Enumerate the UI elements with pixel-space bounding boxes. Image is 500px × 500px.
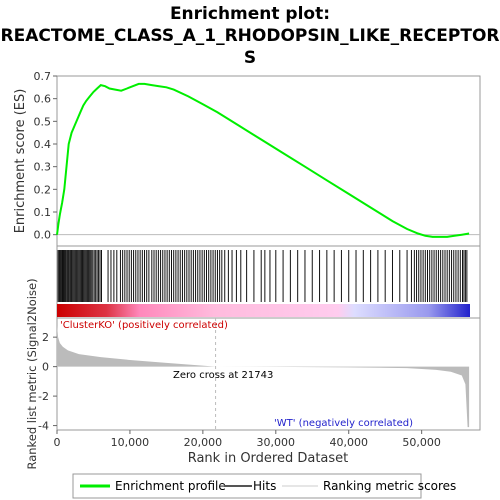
es-y-tick-label: 0.5 xyxy=(34,115,52,128)
es-y-tick-label: 0.6 xyxy=(34,93,52,106)
zero-cross-label: Zero cross at 21743 xyxy=(173,370,273,381)
legend-metric-label: Ranking metric scores xyxy=(323,479,456,493)
legend-enrichment-label: Enrichment profile xyxy=(115,479,226,493)
x-tick-label: 30,000 xyxy=(257,436,296,449)
es-panel-frame xyxy=(56,75,481,247)
metric-y-tick-label: 2 xyxy=(42,331,49,344)
es-y-tick-label: 0.3 xyxy=(34,161,52,174)
es-y-tick-label: 0.0 xyxy=(34,229,52,242)
metric-y-ticks: -4 -2 0 2 xyxy=(38,331,57,433)
hits-ticks xyxy=(57,250,468,302)
legend: Enrichment profile Hits Ranking metric sco… xyxy=(80,479,456,493)
es-y-tick-label: 0.2 xyxy=(34,183,52,196)
x-tick-label: 0 xyxy=(54,436,61,449)
legend-hits-label: Hits xyxy=(253,479,276,493)
x-axis-ticks: 0 10,000 20,000 30,000 40,000 50,000 xyxy=(54,430,441,449)
es-y-ticks: 0.0 0.1 0.2 0.3 0.4 0.5 0.6 0.7 xyxy=(34,70,57,242)
x-tick-label: 20,000 xyxy=(184,436,223,449)
x-tick-label: 10,000 xyxy=(111,436,150,449)
x-tick-label: 40,000 xyxy=(329,436,368,449)
metric-y-tick-label: -4 xyxy=(38,420,49,433)
es-y-tick-label: 0.4 xyxy=(34,138,52,151)
metric-y-tick-label: -2 xyxy=(38,390,49,403)
positive-correlation-label: 'ClusterKO' (positively correlated) xyxy=(60,320,228,331)
es-y-axis-label: Enrichment score (ES) xyxy=(13,89,28,234)
metric-panel-frame xyxy=(56,317,481,431)
chart-title-line2: REACTOME_CLASS_A_1_RHODOPSIN_LIKE_RECEPT… xyxy=(0,26,499,46)
chart-title-line1: Enrichment plot: xyxy=(170,4,330,24)
es-y-tick-label: 0.7 xyxy=(34,70,52,83)
metric-y-tick-label: 0 xyxy=(42,361,49,374)
x-tick-label: 50,000 xyxy=(402,436,441,449)
x-axis-label: Rank in Ordered Dataset xyxy=(188,451,349,466)
chart-title-line3: S xyxy=(244,48,256,68)
metric-y-axis-label: Ranked list metric (Signal2Noise) xyxy=(25,278,39,469)
negative-correlation-label: 'WT' (negatively correlated) xyxy=(274,418,413,429)
es-y-tick-label: 0.1 xyxy=(34,206,52,219)
enrichment-profile-line xyxy=(56,82,470,238)
rank-colorbar xyxy=(57,304,470,317)
